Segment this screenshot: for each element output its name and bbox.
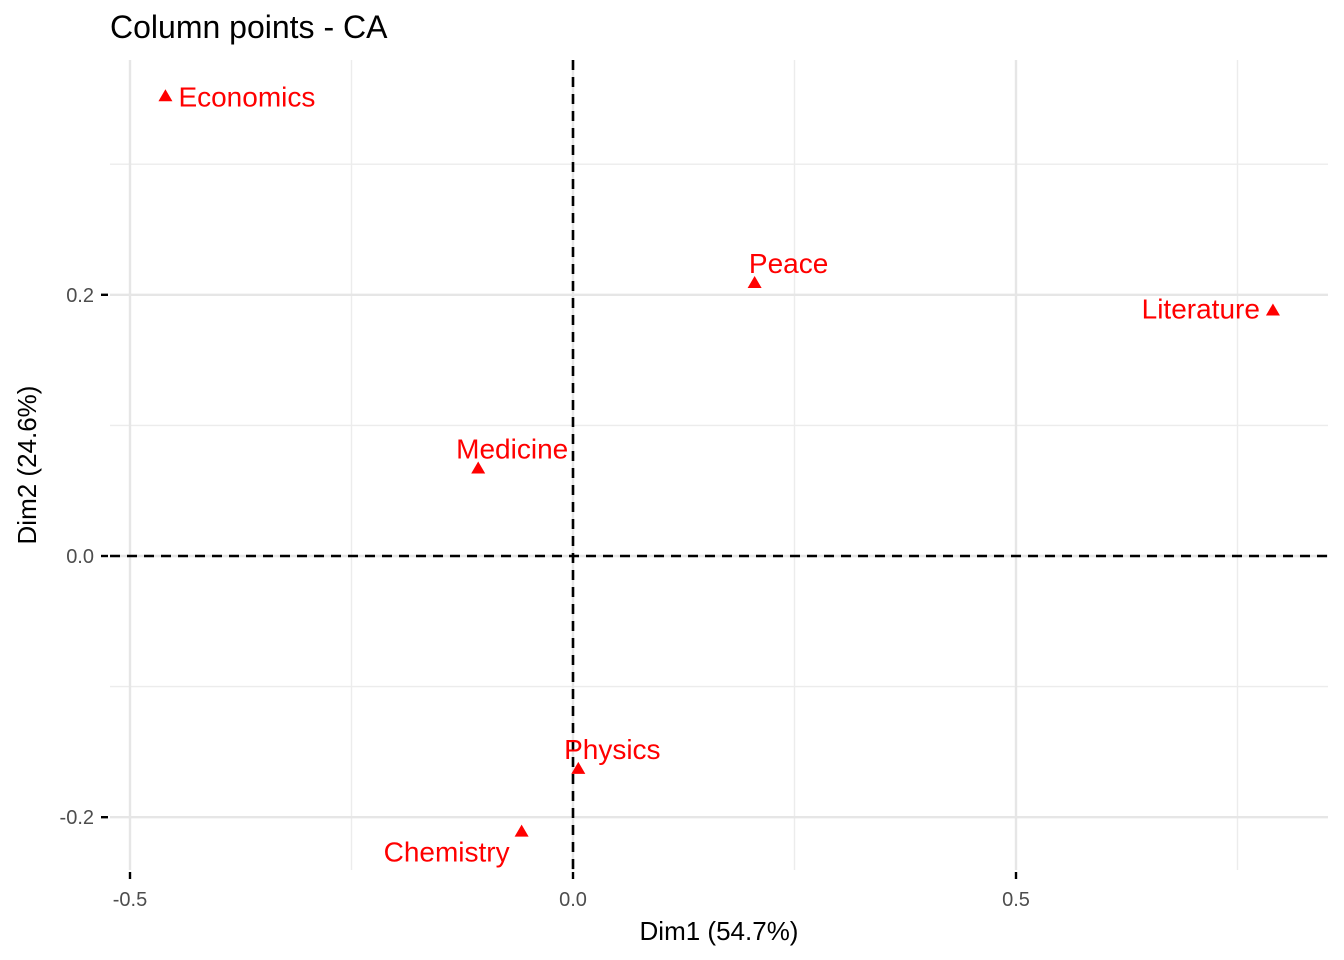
point-label: Medicine [456, 433, 568, 464]
chart-title: Column points - CA [110, 9, 388, 45]
point-physics: Physics [564, 734, 661, 774]
major-gridlines [110, 60, 1328, 870]
reference-lines [110, 60, 1328, 870]
x-tick-label: 0.5 [1002, 889, 1030, 911]
triangle-marker [514, 824, 529, 837]
minor-gridlines [110, 60, 1328, 870]
y-tick-label: 0.0 [66, 546, 94, 568]
y-tick-label: 0.2 [66, 285, 94, 307]
x-axis-title: Dim1 (54.7%) [640, 916, 799, 946]
data-points: Economics Peace Literature Medicine Physics C… [158, 81, 1280, 868]
x-tick-label: -0.5 [113, 889, 147, 911]
point-chemistry: Chemistry [384, 824, 529, 868]
point-peace: Peace [747, 248, 828, 289]
point-medicine: Medicine [456, 433, 568, 474]
y-axis-title: Dim2 (24.6%) [12, 386, 42, 545]
triangle-marker [1265, 303, 1280, 316]
point-label: Chemistry [384, 837, 510, 868]
triangle-marker [571, 761, 586, 774]
triangle-marker [747, 276, 762, 289]
triangle-marker [158, 89, 173, 102]
axis-ticks: -0.5 0.0 0.5 -0.2 0.0 0.2 [60, 285, 1030, 911]
point-label: Physics [564, 734, 660, 765]
point-label: Peace [749, 248, 828, 279]
x-tick-label: 0.0 [559, 889, 587, 911]
point-label: Economics [178, 81, 315, 112]
point-literature: Literature [1142, 293, 1280, 324]
point-label: Literature [1142, 293, 1260, 324]
y-tick-label: -0.2 [60, 807, 94, 829]
triangle-marker [471, 461, 486, 474]
point-economics: Economics [158, 81, 315, 112]
